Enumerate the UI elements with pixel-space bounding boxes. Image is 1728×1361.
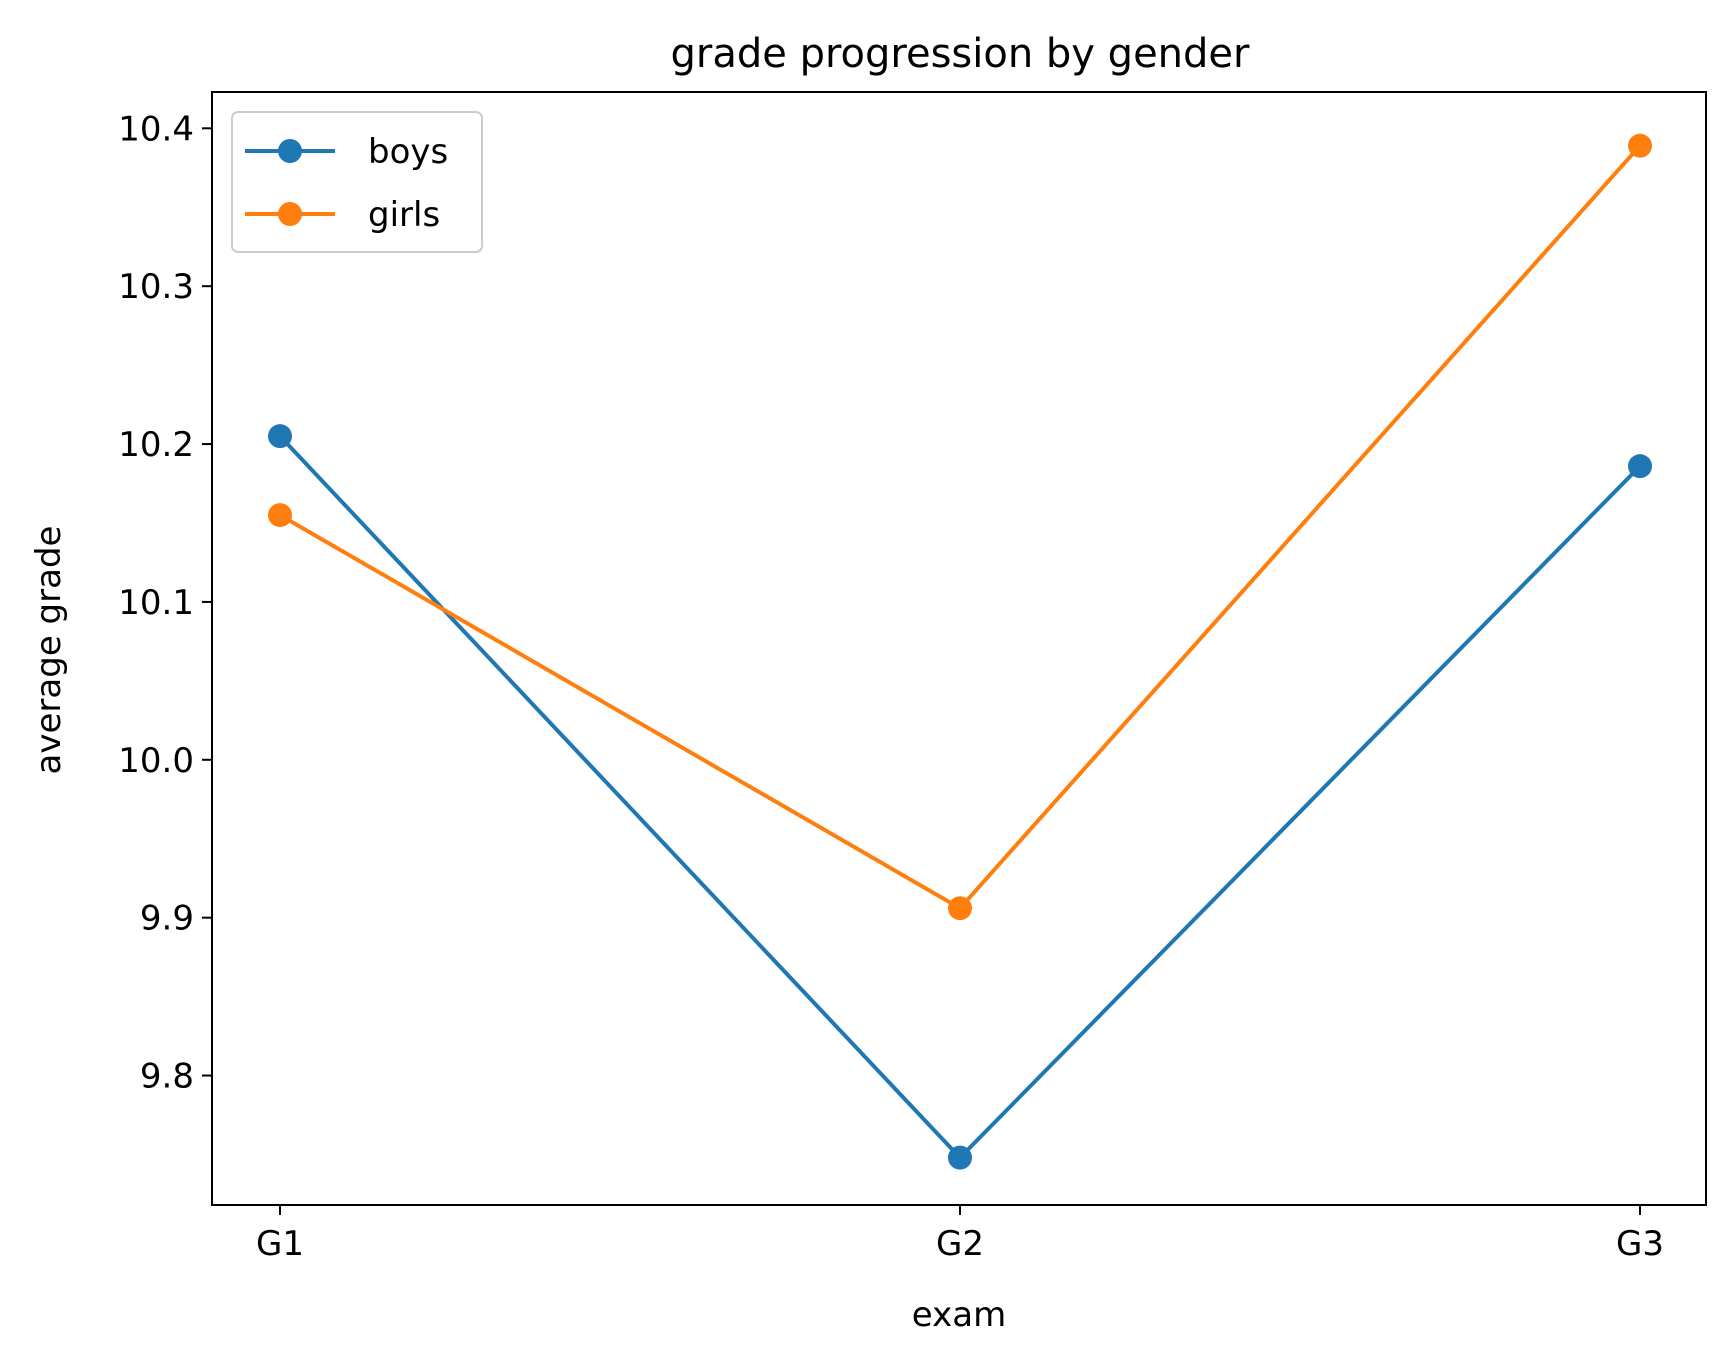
data-point-girls (268, 503, 292, 528)
y-tick-label: 10.1 (118, 583, 194, 623)
data-point-boys (948, 1145, 972, 1170)
legend-marker-boys (278, 139, 302, 163)
plot-frame (211, 91, 1707, 1206)
data-point-boys (1628, 454, 1652, 479)
y-axis-label: average grade (29, 526, 69, 775)
y-tick-label: 10.4 (118, 109, 194, 149)
y-tick-label: 10.0 (118, 741, 194, 781)
legend-label-boys: boys (368, 132, 448, 172)
y-tick-label: 10.2 (118, 425, 194, 465)
x-axis-ticks: G1 G2 G3 (256, 1205, 1664, 1264)
x-tick-label: G3 (1616, 1224, 1664, 1264)
y-tick-label: 10.3 (118, 267, 194, 307)
legend-marker-girls (278, 202, 302, 226)
x-tick-label: G2 (936, 1224, 984, 1264)
data-point-girls (948, 896, 972, 921)
legend-label-girls: girls (368, 195, 440, 235)
x-tick-label: G1 (256, 1224, 304, 1264)
y-axis-ticks: 9.8 9.9 10.0 10.1 10.2 10.3 10.4 (118, 109, 212, 1097)
legend: boys girls (231, 111, 483, 253)
data-point-boys (268, 424, 292, 449)
chart-title: grade progression by gender (671, 31, 1251, 77)
data-point-girls (1628, 133, 1652, 158)
y-tick-label: 9.8 (140, 1057, 194, 1097)
x-axis-label: exam (912, 1295, 1006, 1335)
series-layer (268, 133, 1652, 1170)
y-tick-label: 9.9 (140, 899, 194, 939)
